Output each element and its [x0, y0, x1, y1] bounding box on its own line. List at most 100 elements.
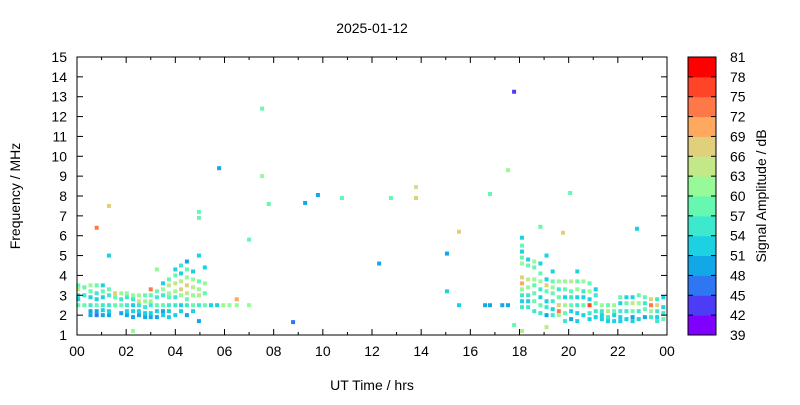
data-point	[538, 261, 543, 266]
data-point	[106, 313, 111, 318]
colorbar-tick-label: 60	[730, 188, 746, 204]
x-tick-label: 00	[659, 343, 675, 359]
data-point	[649, 309, 654, 314]
data-point	[575, 295, 580, 300]
data-point	[315, 193, 320, 198]
data-point	[106, 303, 111, 308]
data-point	[215, 303, 220, 308]
chart-title: 2025-01-12	[336, 20, 408, 36]
data-point	[178, 309, 183, 314]
colorbar-band	[688, 176, 716, 197]
data-point	[544, 313, 549, 318]
colorbar-band	[688, 196, 716, 217]
data-point	[587, 289, 592, 294]
data-point	[550, 285, 555, 290]
data-point	[247, 303, 252, 308]
x-tick-label: 20	[561, 343, 577, 359]
data-point	[581, 295, 586, 300]
data-point	[635, 226, 640, 231]
data-point	[191, 277, 196, 282]
data-point	[173, 295, 178, 300]
data-point	[148, 315, 153, 320]
data-point	[630, 295, 635, 300]
data-point	[227, 303, 232, 308]
data-point	[556, 303, 561, 308]
data-point	[519, 249, 524, 254]
data-point	[136, 303, 141, 308]
y-tick-label: 1	[59, 327, 67, 343]
data-point	[154, 289, 159, 294]
y-tick-label: 12	[51, 109, 67, 125]
data-point	[184, 297, 189, 302]
x-tick-label: 00	[69, 343, 85, 359]
data-point	[444, 251, 449, 256]
data-point	[532, 291, 537, 296]
x-tick-label: 10	[315, 343, 331, 359]
data-point	[575, 319, 580, 324]
data-point	[100, 289, 105, 294]
colorbar-tick-label: 48	[730, 267, 746, 283]
data-point	[618, 295, 623, 300]
data-point	[562, 303, 567, 308]
data-point	[191, 293, 196, 298]
data-point	[544, 283, 549, 288]
data-point	[569, 303, 574, 308]
data-point	[532, 309, 537, 314]
data-point	[217, 166, 222, 171]
data-point	[532, 277, 537, 282]
data-point	[191, 285, 196, 290]
data-point	[100, 303, 105, 308]
data-point	[556, 295, 561, 300]
data-point	[569, 295, 574, 300]
data-point	[76, 287, 81, 292]
y-tick-label: 15	[51, 49, 67, 65]
data-point	[550, 291, 555, 296]
data-point	[88, 309, 93, 314]
data-point	[532, 259, 537, 264]
data-point	[100, 295, 105, 300]
data-point	[100, 308, 105, 313]
colorbar-tick-label: 78	[730, 69, 746, 85]
data-point	[624, 317, 629, 322]
data-point	[544, 253, 549, 258]
data-point	[556, 287, 561, 292]
data-point	[131, 293, 136, 298]
data-point	[148, 303, 153, 308]
colorbar-tick-label: 81	[730, 49, 746, 65]
data-point	[234, 303, 239, 308]
data-point	[161, 281, 166, 286]
data-point	[148, 299, 153, 304]
data-point	[661, 317, 666, 322]
colorbar-tick-label: 57	[730, 208, 746, 224]
data-point	[562, 279, 567, 284]
data-point	[636, 317, 641, 322]
data-point	[655, 297, 660, 302]
data-point	[526, 257, 531, 262]
colorbar-tick-label: 66	[730, 148, 746, 164]
data-point	[587, 281, 592, 286]
data-point	[173, 313, 178, 318]
data-point	[166, 277, 171, 282]
data-point	[556, 279, 561, 284]
data-point	[94, 303, 99, 308]
data-point	[505, 303, 510, 308]
data-point	[575, 269, 580, 274]
data-point	[550, 313, 555, 318]
data-point	[178, 271, 183, 276]
data-point	[196, 253, 201, 258]
data-point	[606, 319, 610, 324]
data-point	[414, 185, 419, 190]
data-point	[131, 297, 136, 302]
data-point	[519, 243, 524, 248]
data-point	[94, 309, 99, 314]
data-point	[593, 301, 598, 306]
axes: 00 02 04 06 08 10 12 14 16 18 20 22 0012345678910111…	[51, 49, 675, 359]
data-point	[124, 309, 129, 314]
data-point	[143, 311, 148, 316]
data-point	[661, 311, 666, 316]
data-point	[154, 309, 159, 314]
y-axis-label: Frequency / MHz	[7, 143, 23, 250]
data-point	[88, 313, 93, 318]
colorbar-band	[688, 275, 716, 296]
